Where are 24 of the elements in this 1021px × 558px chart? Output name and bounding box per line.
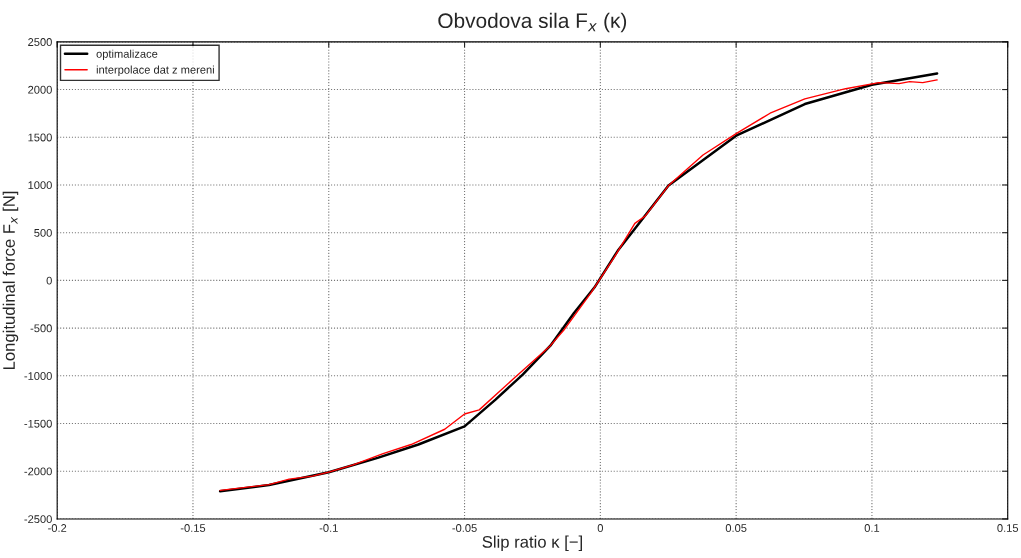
- x-tick-label: 0.15: [997, 524, 1019, 532]
- y-tick-label: 500: [34, 228, 52, 237]
- y-tick-label: -500: [30, 324, 52, 333]
- y-tick-label: 0: [46, 276, 52, 285]
- y-tick-label: 1000: [28, 181, 52, 190]
- x-tick-label: -0.2: [48, 524, 67, 532]
- y-tick-label: -2000: [24, 467, 52, 476]
- y-tick-label: 2500: [28, 38, 52, 46]
- legend-label: interpolace dat z mereni: [96, 65, 214, 76]
- y-tick-label: -1500: [24, 419, 52, 428]
- y-tick-label: 1500: [28, 133, 52, 142]
- x-tick-label: 0: [597, 524, 603, 532]
- x-tick-label: -0.05: [452, 524, 477, 532]
- chart-title: Obvodova sila F$_{x}$ (κ): [438, 12, 627, 33]
- y-tick-label: 2000: [28, 85, 52, 94]
- x-tick-label: -0.1: [319, 524, 338, 532]
- x-axis-title: Slip ratio κ [−]: [482, 535, 582, 552]
- x-tick-label: 0.05: [725, 524, 747, 532]
- y-tick-label: -2500: [24, 515, 52, 524]
- legend-label: optimalizace: [96, 49, 158, 60]
- y-tick-label: -1000: [24, 372, 52, 380]
- x-tick-label: 0.1: [864, 524, 880, 532]
- x-tick-label: -0.15: [180, 524, 206, 532]
- y-axis-title: Longitudinal force F$_{x}$ [N]: [2, 191, 19, 370]
